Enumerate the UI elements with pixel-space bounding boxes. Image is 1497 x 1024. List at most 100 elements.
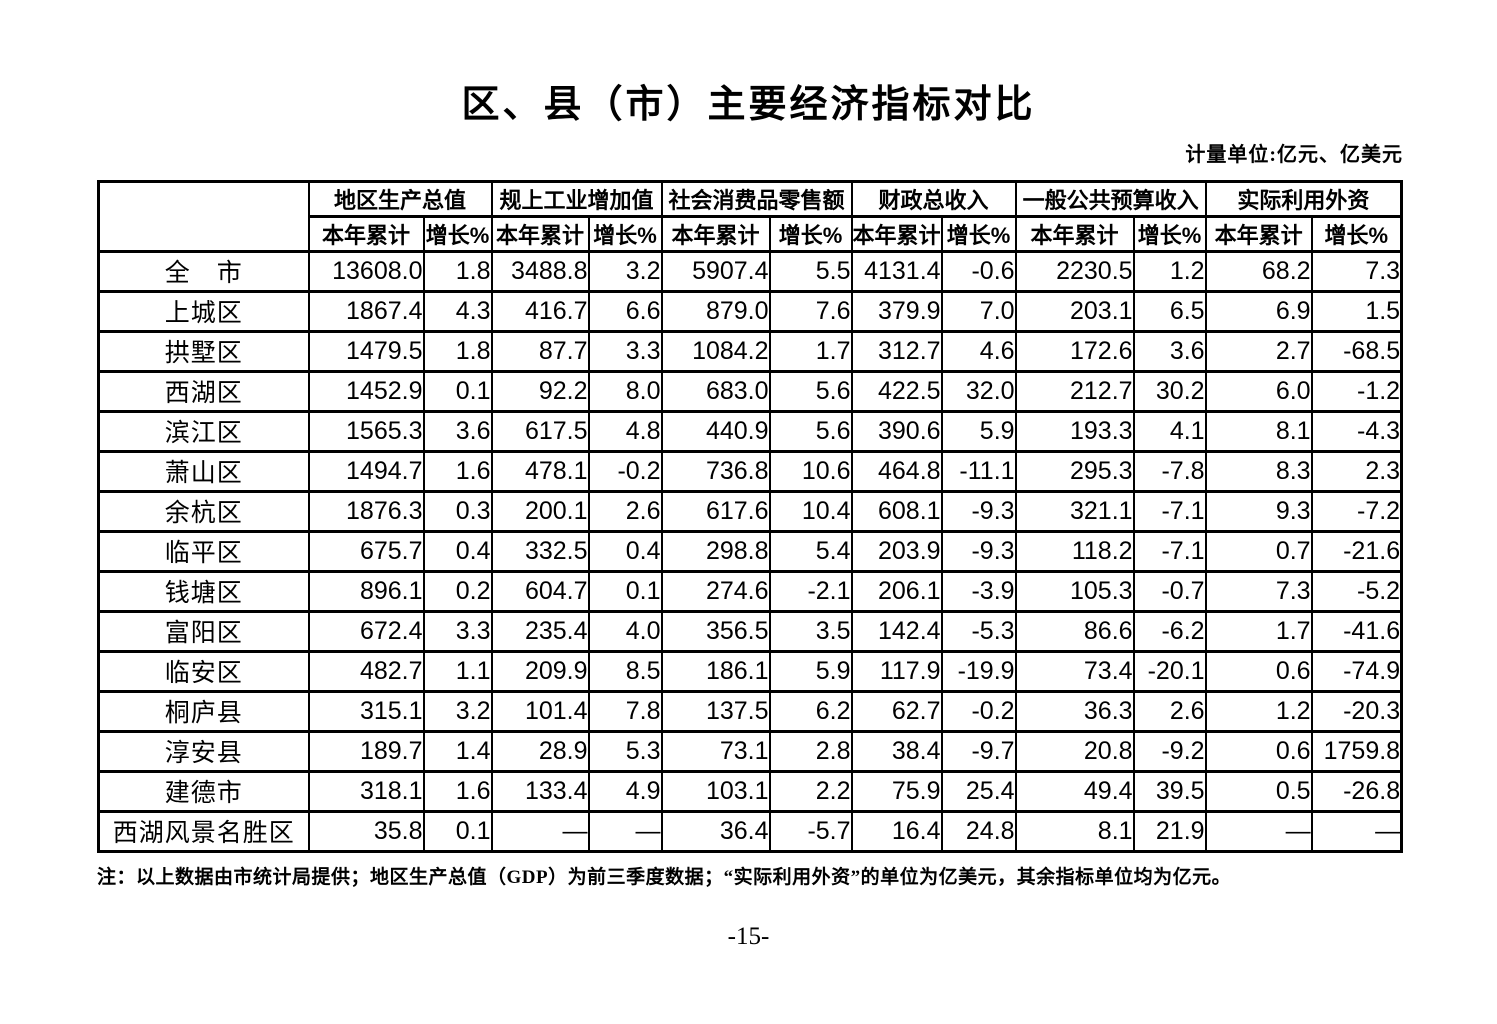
value-cell: 1494.7	[307, 449, 425, 493]
sub-header-growth: 增长%	[940, 214, 1017, 253]
value-cell: 4.8	[587, 409, 663, 453]
value-cell: -21.6	[1310, 529, 1403, 573]
value-cell: 6.6	[587, 289, 663, 333]
value-cell: 8.1	[1014, 809, 1135, 853]
group-header-fiscal: 财政总收入	[850, 179, 1017, 218]
table-row: 建德市 318.1 1.6 133.4 4.9 103.1 2.2 75.9 25.4 49.4 3…	[97, 769, 1403, 813]
value-cell: -5.3	[940, 609, 1017, 653]
value-cell: -20.1	[1132, 649, 1207, 693]
table-row: 拱墅区 1479.5 1.8 87.7 3.3 1084.2 1.7 312.7 4.6 172.…	[97, 329, 1403, 373]
value-cell: -2.1	[768, 569, 853, 613]
value-cell: 86.6	[1014, 609, 1135, 653]
value-cell: 608.1	[850, 489, 943, 533]
value-cell: 478.1	[490, 449, 590, 493]
value-cell: 28.9	[490, 729, 590, 773]
value-cell: -7.1	[1132, 529, 1207, 573]
value-cell: 62.7	[850, 689, 943, 733]
value-cell: 92.2	[490, 369, 590, 413]
value-cell: 1.7	[1204, 609, 1313, 653]
sub-header-cumulative: 本年累计	[660, 214, 771, 253]
value-cell: —	[490, 809, 590, 853]
value-cell: -1.2	[1310, 369, 1403, 413]
value-cell: 5.6	[768, 409, 853, 453]
value-cell: 672.4	[307, 609, 425, 653]
sub-header-growth: 增长%	[768, 214, 853, 253]
sub-header-growth: 增长%	[587, 214, 663, 253]
value-cell: 5907.4	[660, 249, 771, 293]
value-cell: 3.3	[422, 609, 493, 653]
value-cell: 103.1	[660, 769, 771, 813]
value-cell: 10.4	[768, 489, 853, 533]
value-cell: 203.1	[1014, 289, 1135, 333]
sub-header-row: 本年累计 增长% 本年累计 增长% 本年累计 增长% 本年累计 增长% 本年累计…	[99, 214, 1403, 253]
value-cell: 73.4	[1014, 649, 1135, 693]
value-cell: 7.8	[587, 689, 663, 733]
region-cell: 上城区	[97, 289, 310, 333]
value-cell: -5.2	[1310, 569, 1403, 613]
value-cell: 1.5	[1310, 289, 1403, 333]
value-cell: 6.9	[1204, 289, 1313, 333]
group-header-retail: 社会消费品零售额	[660, 179, 853, 218]
value-cell: 3488.8	[490, 249, 590, 293]
value-cell: 6.0	[1204, 369, 1313, 413]
sub-header-growth: 增长%	[1132, 214, 1207, 253]
value-cell: -0.2	[940, 689, 1017, 733]
value-cell: 5.9	[768, 649, 853, 693]
value-cell: 20.8	[1014, 729, 1135, 773]
value-cell: 1.1	[422, 649, 493, 693]
value-cell: 2.6	[587, 489, 663, 533]
value-cell: 1867.4	[307, 289, 425, 333]
region-cell: 钱塘区	[97, 569, 310, 613]
value-cell: 24.8	[940, 809, 1017, 853]
value-cell: 10.6	[768, 449, 853, 493]
value-cell: 172.6	[1014, 329, 1135, 373]
value-cell: 39.5	[1132, 769, 1207, 813]
table-row: 钱塘区 896.1 0.2 604.7 0.1 274.6 -2.1 206.1 -3.9 105…	[97, 569, 1403, 613]
value-cell: 203.9	[850, 529, 943, 573]
region-cell: 全 市	[97, 249, 310, 293]
region-cell: 滨江区	[97, 409, 310, 453]
value-cell: 318.1	[307, 769, 425, 813]
value-cell: 312.7	[850, 329, 943, 373]
group-header-foreign: 实际利用外资	[1204, 179, 1403, 218]
table-header: 地区生产总值 规上工业增加值 社会消费品零售额 财政总收入 一般公共预算收入 实…	[97, 179, 1403, 253]
value-cell: 3.2	[422, 689, 493, 733]
value-cell: 274.6	[660, 569, 771, 613]
value-cell: -9.7	[940, 729, 1017, 773]
value-cell: 2.3	[1310, 449, 1403, 493]
value-cell: 8.5	[587, 649, 663, 693]
value-cell: 1.8	[422, 329, 493, 373]
value-cell: 683.0	[660, 369, 771, 413]
value-cell: 7.3	[1310, 249, 1403, 293]
value-cell: 0.5	[1204, 769, 1313, 813]
value-cell: 6.2	[768, 689, 853, 733]
region-cell: 拱墅区	[97, 329, 310, 373]
value-cell: -7.2	[1310, 489, 1403, 533]
sub-header-growth: 增长%	[1310, 214, 1403, 253]
table-row: 余杭区 1876.3 0.3 200.1 2.6 617.6 10.4 608.1 -9.3 32…	[97, 489, 1403, 533]
value-cell: 101.4	[490, 689, 590, 733]
value-cell: 1.2	[1132, 249, 1207, 293]
value-cell: 36.4	[660, 809, 771, 853]
value-cell: 189.7	[307, 729, 425, 773]
group-header-gdp: 地区生产总值	[307, 179, 493, 218]
table-row: 滨江区 1565.3 3.6 617.5 4.8 440.9 5.6 390.6 5.9 193.…	[97, 409, 1403, 453]
table-row: 西湖风景名胜区 35.8 0.1— —36.4 -5.7 16.4 24.8 8.1 21.9—…	[97, 809, 1403, 853]
value-cell: 4.3	[422, 289, 493, 333]
value-cell: 7.6	[768, 289, 853, 333]
value-cell: 4.6	[940, 329, 1017, 373]
table-row: 萧山区 1494.7 1.6 478.1 -0.2 736.8 10.6 464.8 -11.1…	[97, 449, 1403, 493]
value-cell: 1.6	[422, 449, 493, 493]
value-cell: 315.1	[307, 689, 425, 733]
value-cell: 16.4	[850, 809, 943, 853]
value-cell: -5.7	[768, 809, 853, 853]
value-cell: 2.8	[768, 729, 853, 773]
value-cell: 200.1	[490, 489, 590, 533]
value-cell: 117.9	[850, 649, 943, 693]
value-cell: 416.7	[490, 289, 590, 333]
group-header-industry: 规上工业增加值	[490, 179, 663, 218]
table-body: 全 市 13608.0 1.8 3488.8 3.2 5907.4 5.5 4131.4 -0.…	[97, 249, 1403, 853]
value-cell: 4.9	[587, 769, 663, 813]
value-cell: 298.8	[660, 529, 771, 573]
